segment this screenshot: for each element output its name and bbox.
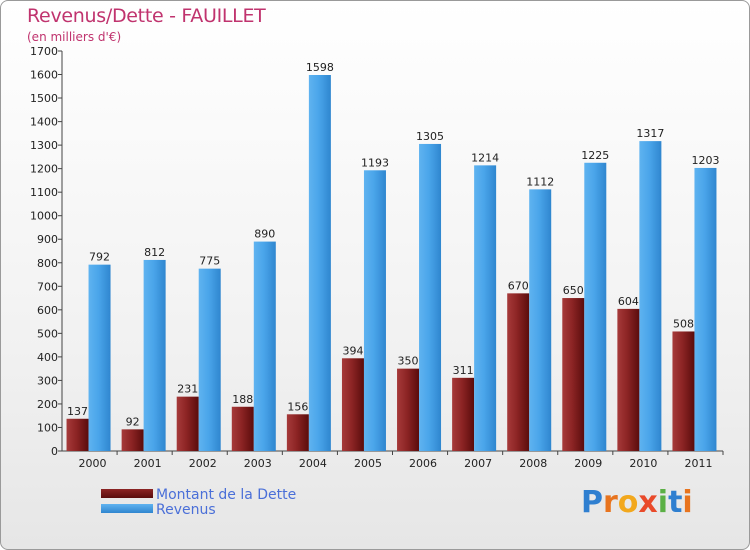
revenue-bar-2006 xyxy=(419,143,442,452)
y-tick-label: 100 xyxy=(37,421,58,434)
debt-bar-2003 xyxy=(231,406,254,451)
debt-bar-2011 xyxy=(672,331,695,451)
x-tick-label: 2002 xyxy=(189,457,217,470)
debt-label-2010: 604 xyxy=(618,295,639,308)
revenue-label-2003: 890 xyxy=(254,228,275,241)
legend-swatch-debt xyxy=(101,489,153,498)
x-tick-label: 2011 xyxy=(684,457,712,470)
debt-label-2000: 137 xyxy=(67,405,88,418)
y-tick-label: 1300 xyxy=(30,139,58,152)
revenue-label-2005: 1193 xyxy=(361,156,389,169)
revenue-label-2004: 1598 xyxy=(306,61,334,74)
proxiti-logo: Proxiti xyxy=(581,485,693,520)
debt-bar-2009 xyxy=(562,298,585,451)
revenue-bar-2003 xyxy=(253,241,276,451)
revenue-label-2000: 792 xyxy=(89,251,110,264)
debt-label-2001: 92 xyxy=(126,415,140,428)
revenue-bar-2008 xyxy=(529,189,552,451)
y-tick-label: 700 xyxy=(37,280,58,293)
debt-bar-2010 xyxy=(617,308,640,451)
debt-label-2002: 231 xyxy=(177,383,198,396)
y-tick-label: 600 xyxy=(37,304,58,317)
debt-label-2004: 156 xyxy=(287,400,308,413)
debt-bar-2006 xyxy=(397,368,420,451)
revenue-bar-2009 xyxy=(584,162,607,451)
revenue-bar-2000 xyxy=(88,264,111,451)
x-tick-label: 2003 xyxy=(244,457,272,470)
revenue-label-2001: 812 xyxy=(144,246,165,259)
chart-title: Revenus/Dette - FAUILLET xyxy=(27,5,266,27)
x-tick-label: 2007 xyxy=(464,457,492,470)
y-tick-label: 800 xyxy=(37,257,58,270)
revenue-bar-2010 xyxy=(639,141,662,451)
revenue-label-2002: 775 xyxy=(199,255,220,268)
revenue-label-2006: 1305 xyxy=(416,130,444,143)
y-tick-label: 0 xyxy=(51,445,58,458)
revenue-bar-2001 xyxy=(143,259,166,451)
debt-label-2003: 188 xyxy=(232,393,253,406)
legend-swatch-revenue xyxy=(101,504,153,513)
revenue-bar-2004 xyxy=(308,75,331,451)
chart-axes: 0 100 200 300 400 500 600 700 800 900 1000 1100 1200… xyxy=(30,45,724,470)
y-tick-label: 1100 xyxy=(30,186,58,199)
y-tick-label: 300 xyxy=(37,374,58,387)
x-tick-label: 2004 xyxy=(299,457,327,470)
logo-letter: x xyxy=(638,485,658,520)
revenue-bar-2002 xyxy=(198,268,221,451)
y-tick-label: 1400 xyxy=(30,116,58,129)
debt-bar-2001 xyxy=(121,429,144,451)
debt-bar-2005 xyxy=(341,358,364,451)
y-tick-label: 400 xyxy=(37,351,58,364)
revenue-bar-2011 xyxy=(694,167,717,452)
y-tick-label: 1700 xyxy=(30,45,58,58)
x-tick-label: 2009 xyxy=(574,457,602,470)
y-tick-label: 200 xyxy=(37,398,58,411)
x-tick-label: 2005 xyxy=(354,457,382,470)
logo-letter: i xyxy=(682,485,693,520)
x-tick-label: 2006 xyxy=(409,457,437,470)
chart-subtitle: (en milliers d'€) xyxy=(27,30,122,44)
debt-bar-2008 xyxy=(507,293,530,451)
debt-bar-2002 xyxy=(176,396,199,451)
y-tick-label: 500 xyxy=(37,327,58,340)
revenue-label-2007: 1214 xyxy=(471,151,499,164)
chart-data-labels: 137 792 92 812 231 775 188 890 156 1598 394 1193 350… xyxy=(67,61,719,428)
chart-bars xyxy=(66,75,717,452)
debt-bar-2004 xyxy=(286,414,309,451)
y-tick-label: 1500 xyxy=(30,92,58,105)
revenue-label-2011: 1203 xyxy=(691,154,719,167)
logo-letter: i xyxy=(657,485,669,520)
debt-label-2008: 670 xyxy=(508,279,529,292)
debt-label-2006: 350 xyxy=(398,355,419,368)
debt-label-2007: 311 xyxy=(453,364,474,377)
revenue-label-2010: 1317 xyxy=(636,127,664,140)
revenue-bar-2005 xyxy=(363,170,386,451)
logo-letter: P xyxy=(581,485,603,520)
y-tick-label: 1600 xyxy=(30,69,58,82)
revenue-label-2008: 1112 xyxy=(526,175,554,188)
legend-label-debt: Montant de la Dette xyxy=(156,487,297,503)
y-tick-label: 900 xyxy=(37,233,58,246)
revenue-label-2009: 1225 xyxy=(581,149,609,162)
x-tick-label: 2000 xyxy=(79,457,107,470)
y-tick-label: 1200 xyxy=(30,163,58,176)
x-tick-label: 2010 xyxy=(629,457,657,470)
debt-label-2011: 508 xyxy=(673,317,694,330)
debt-label-2009: 650 xyxy=(563,284,584,297)
debt-label-2005: 394 xyxy=(342,344,363,357)
x-tick-label: 2001 xyxy=(134,457,162,470)
debt-bar-2007 xyxy=(452,377,475,451)
revenue-bar-2007 xyxy=(474,165,497,451)
debt-bar-2000 xyxy=(66,418,89,451)
legend-label-revenue: Revenus xyxy=(156,502,216,518)
logo-letter: t xyxy=(668,485,683,520)
x-tick-label: 2008 xyxy=(519,457,547,470)
logo-letter: r xyxy=(603,485,618,520)
logo-letter: o xyxy=(617,485,639,520)
y-tick-label: 1000 xyxy=(30,210,58,223)
